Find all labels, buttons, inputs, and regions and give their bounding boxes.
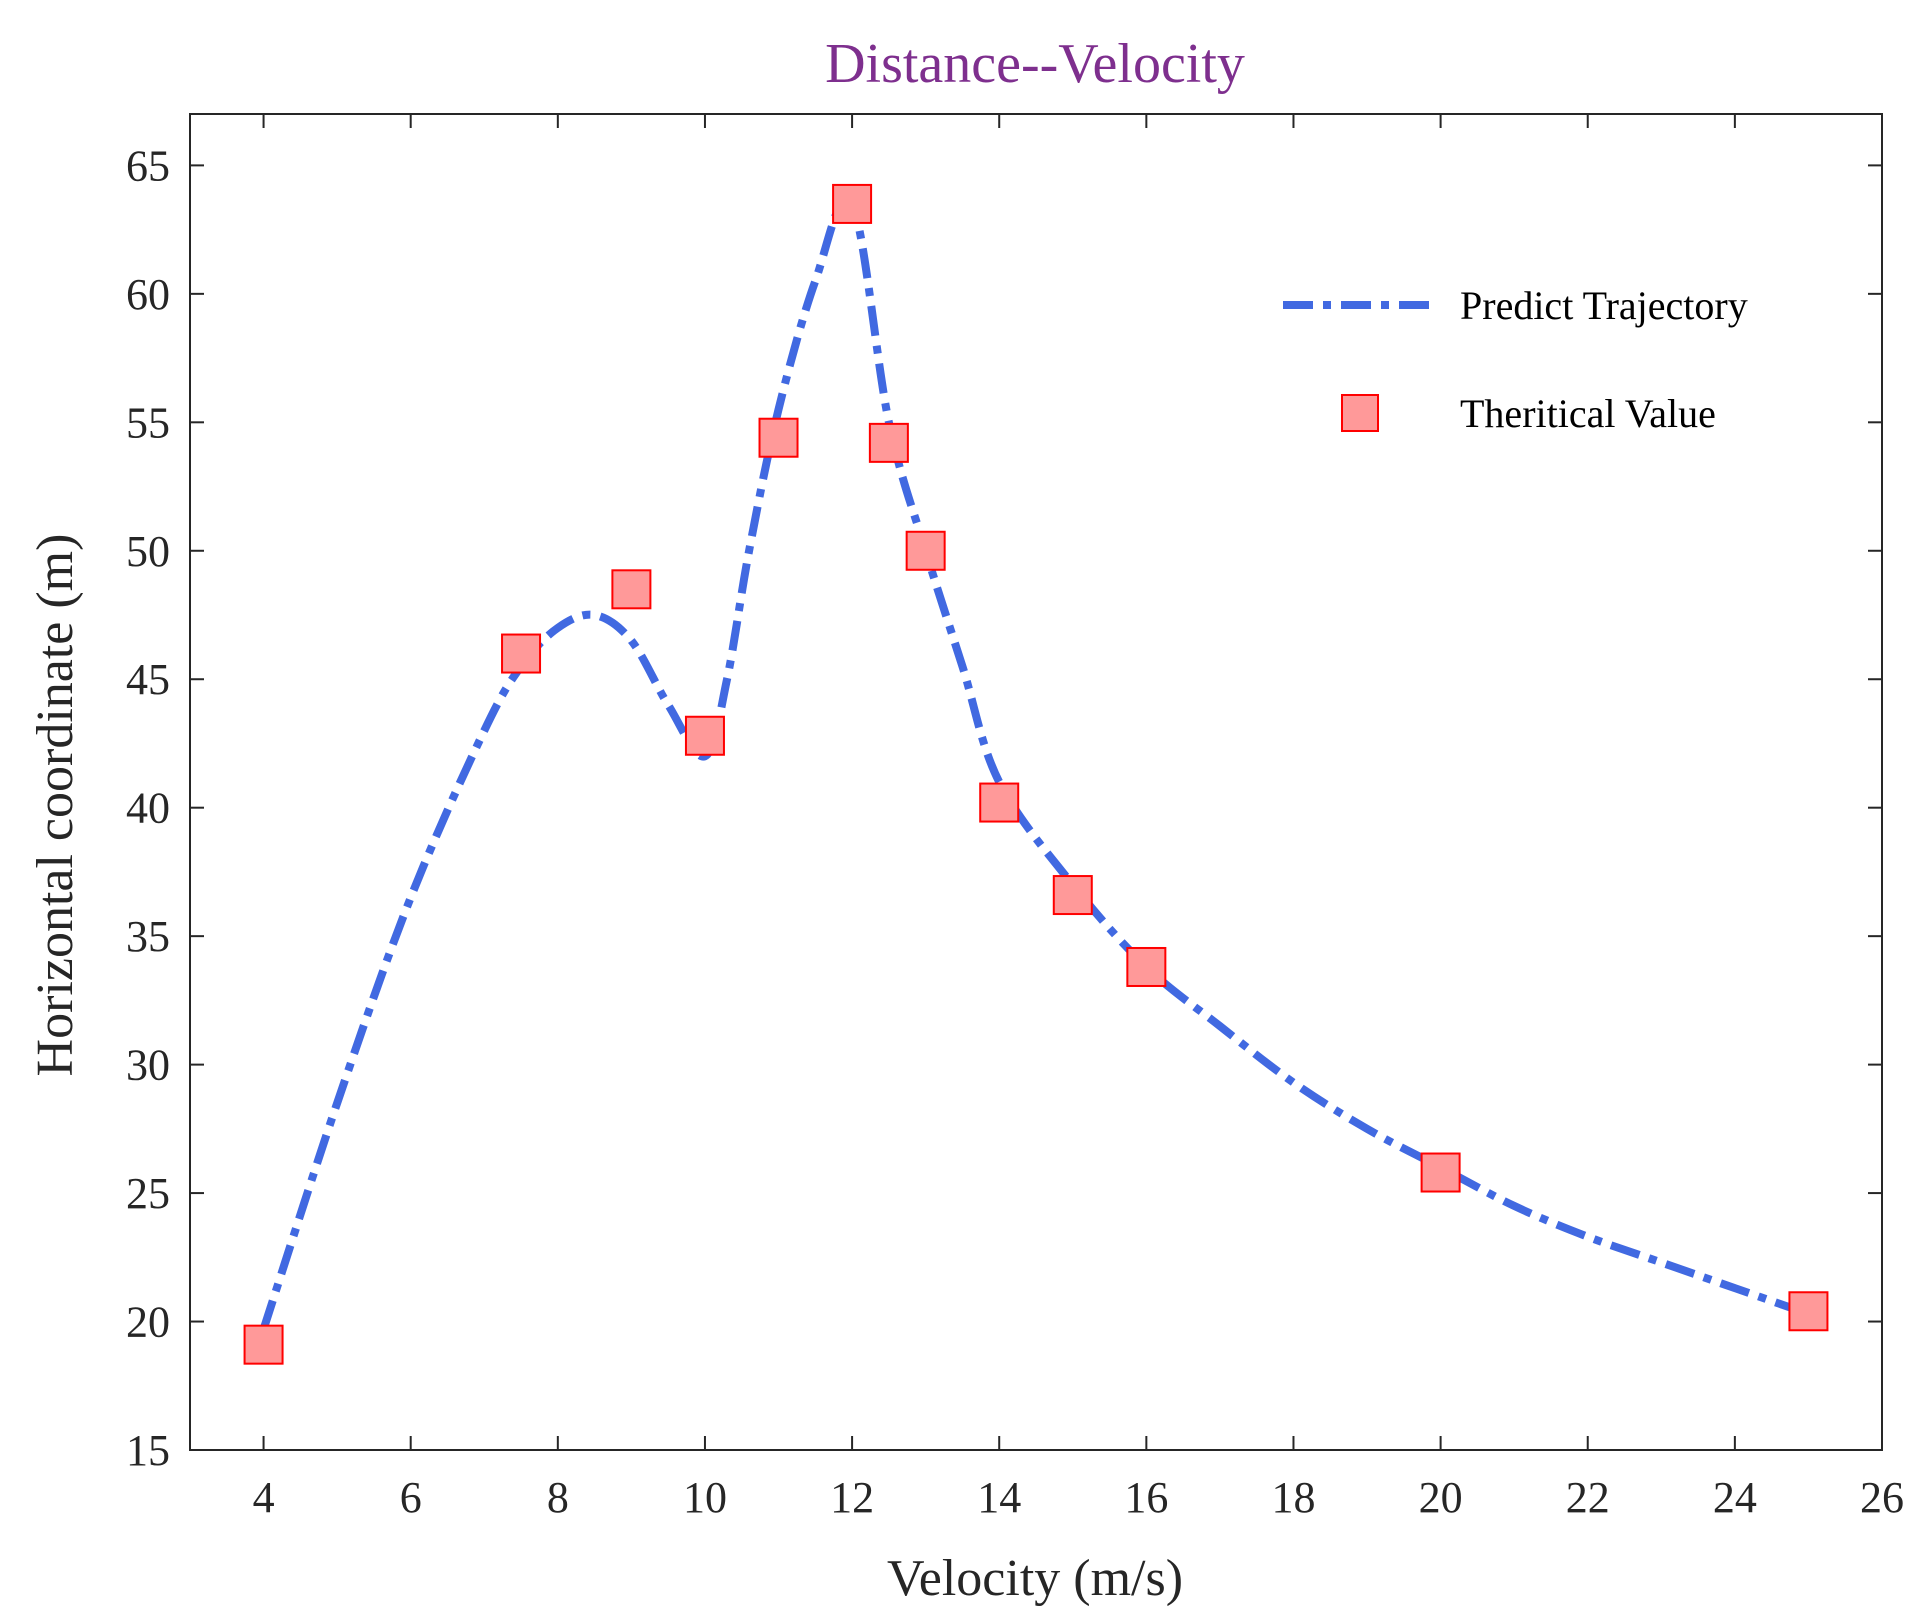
legend-label-theritical-value: Theritical Value — [1460, 391, 1716, 436]
x-tick-label: 12 — [830, 1473, 874, 1522]
plot-area — [189, 113, 1883, 1451]
y-tick-label: 30 — [126, 1041, 170, 1090]
predict-trajectory-series — [259, 195, 1810, 1331]
y-tick-label: 40 — [126, 784, 170, 833]
theritical-value-marker — [501, 633, 542, 674]
x-tick-label: 14 — [977, 1473, 1021, 1522]
x-tick-label: 24 — [1713, 1473, 1757, 1522]
x-tick-label: 20 — [1419, 1473, 1463, 1522]
theritical-value-marker — [1788, 1291, 1829, 1332]
y-tick-label: 25 — [126, 1169, 170, 1218]
theritical-value-marker — [1126, 946, 1167, 987]
x-tick-label: 4 — [253, 1473, 275, 1522]
x-tick-label: 26 — [1860, 1473, 1904, 1522]
theritical-value-marker — [684, 715, 725, 756]
y-axis: 15 20 25 30 35 40 45 50 55 60 65 — [126, 141, 1882, 1475]
legend-marker-sample — [1341, 394, 1379, 432]
theritical-value-series — [243, 183, 1829, 1365]
x-tick-label: 22 — [1566, 1473, 1610, 1522]
legend: Predict Trajectory Theritical Value — [1283, 283, 1748, 436]
y-tick-label: 50 — [126, 527, 170, 576]
y-axis-title: Horizontal coordinate (m) — [27, 534, 84, 1077]
theritical-value-marker — [1052, 875, 1093, 916]
y-tick-label: 15 — [126, 1426, 170, 1475]
theritical-value-marker — [758, 417, 799, 458]
chart-title: Distance--Velocity — [825, 33, 1245, 95]
theritical-value-marker — [243, 1324, 284, 1365]
x-tick-label: 16 — [1124, 1473, 1168, 1522]
predict-trajectory-line — [259, 195, 1810, 1331]
y-tick-label: 45 — [126, 655, 170, 704]
theritical-value-marker — [979, 782, 1020, 823]
plot-border — [189, 113, 1883, 1451]
x-tick-label: 6 — [400, 1473, 422, 1522]
x-tick-label: 18 — [1271, 1473, 1315, 1522]
theritical-value-marker — [868, 422, 909, 463]
y-tick-label: 65 — [126, 141, 170, 190]
y-tick-label: 20 — [126, 1298, 170, 1347]
theritical-value-marker — [611, 569, 652, 610]
x-tick-label: 10 — [683, 1473, 727, 1522]
y-tick-label: 55 — [126, 398, 170, 447]
theritical-value-marker — [905, 530, 946, 571]
theritical-value-marker — [1420, 1152, 1461, 1193]
x-axis: 4 6 8 10 12 14 16 18 20 22 24 26 — [253, 114, 1904, 1522]
theritical-value-marker — [832, 183, 873, 224]
y-tick-label: 35 — [126, 912, 170, 961]
x-tick-label: 8 — [547, 1473, 569, 1522]
y-tick-label: 60 — [126, 270, 170, 319]
x-axis-title: Velocity (m/s) — [887, 1550, 1183, 1607]
legend-label-predict-trajectory: Predict Trajectory — [1460, 283, 1748, 328]
